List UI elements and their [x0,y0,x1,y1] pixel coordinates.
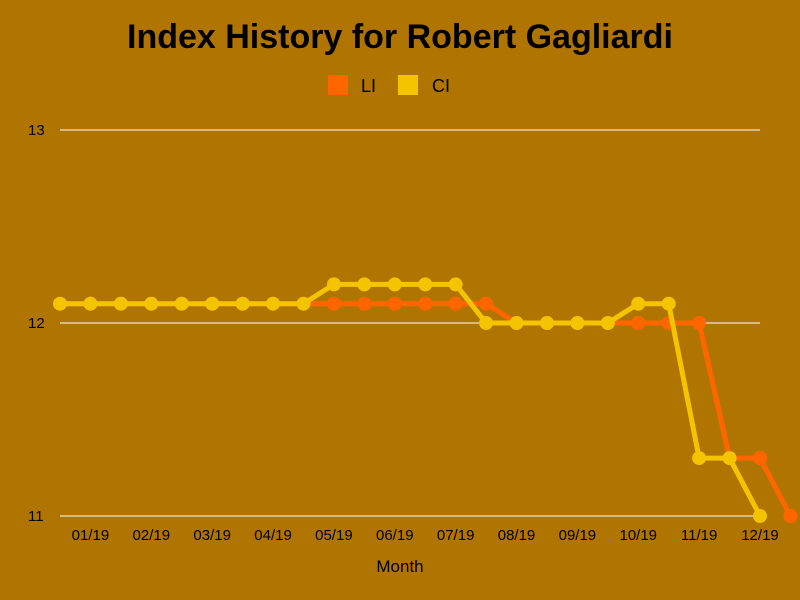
data-point [357,296,372,311]
data-point [692,316,707,330]
data-point [722,451,737,466]
legend: LI CI [328,75,450,96]
data-point [418,296,433,311]
data-point [296,296,311,311]
data-point [631,296,646,311]
data-point [83,296,98,311]
data-point [753,451,767,466]
series-lines [53,277,798,523]
data-point [326,296,341,311]
legend-label-li: LI [361,76,376,96]
data-point [387,277,402,292]
data-point [235,296,250,311]
data-point [326,277,341,292]
x-tick-label: 11/19 [681,527,717,544]
x-tick-label: 12/19 [741,527,779,544]
data-point [448,277,463,292]
series-line-ci [60,281,763,518]
x-tick-label: 03/19 [193,527,231,544]
x-tick-label: 09/19 [559,527,597,544]
x-axis-label: Month [376,557,423,576]
data-point [387,296,402,311]
series-line-li [60,301,793,518]
data-point [600,316,615,330]
data-point [753,509,767,523]
data-point [448,296,463,311]
data-point [479,316,494,330]
data-point [418,277,433,292]
data-point [783,509,798,523]
legend-swatch-ci [398,75,418,95]
series-li [53,296,798,523]
legend-swatch-li [328,75,348,95]
data-point [266,296,281,311]
data-point [113,296,128,311]
x-tick-label: 10/19 [619,527,657,544]
x-tick-label: 08/19 [498,527,536,544]
data-point [570,316,585,330]
data-point [631,316,646,330]
data-point [357,277,372,292]
x-axis-ticks: 01/19 02/19 03/19 04/19 05/19 06/19 07/19 08/19… [72,527,779,544]
data-point [174,296,189,311]
data-point [479,296,494,311]
x-tick-label: 05/19 [315,527,353,544]
data-point [144,296,159,311]
data-point [509,316,524,330]
data-point [692,451,707,466]
data-point [53,296,67,311]
data-point [539,316,554,330]
series-ci [53,277,767,523]
x-tick-label: 01/19 [72,527,110,544]
x-tick-label: 02/19 [133,527,171,544]
x-tick-label: 07/19 [437,527,475,544]
y-axis-ticks: 13 12 11 [28,122,45,525]
legend-label-ci: CI [432,76,450,96]
chart-title: Index History for Robert Gagliardi [127,18,673,56]
y-tick-label: 12 [28,315,45,332]
x-tick-label: 04/19 [254,527,292,544]
x-tick-label: 06/19 [376,527,414,544]
data-point [205,296,220,311]
y-tick-label: 11 [28,508,44,525]
data-point [661,296,676,311]
y-tick-label: 13 [28,122,45,139]
